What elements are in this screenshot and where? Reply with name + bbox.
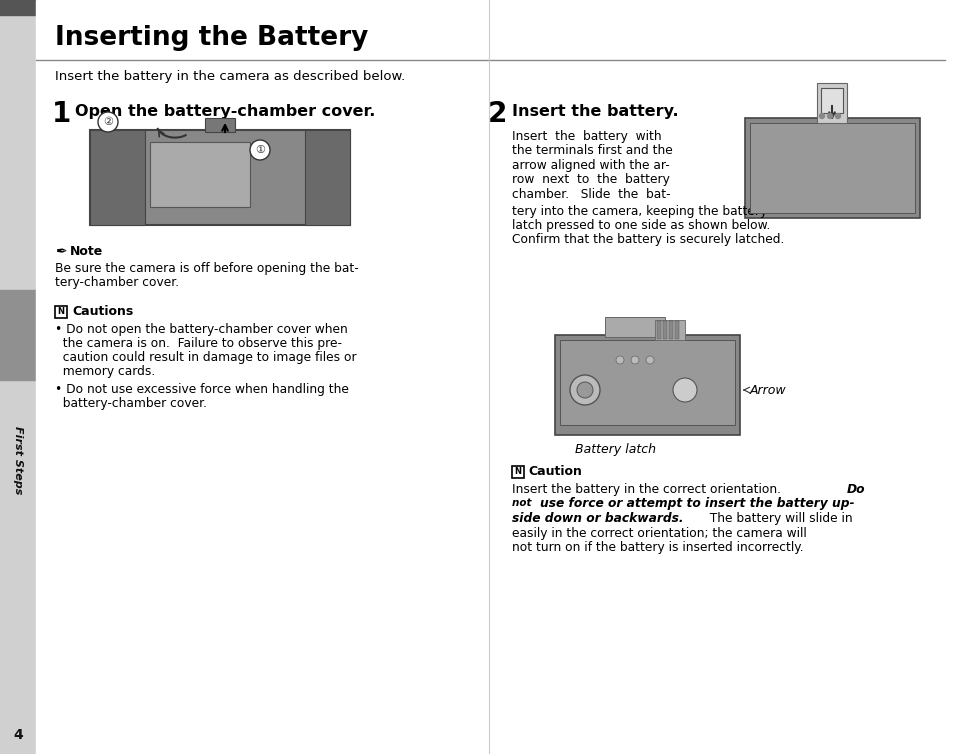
Bar <box>90 130 145 225</box>
Circle shape <box>630 356 639 364</box>
Bar <box>675 321 679 339</box>
Text: tery-chamber cover.: tery-chamber cover. <box>55 276 179 289</box>
Bar <box>559 340 734 425</box>
Bar <box>55 306 67 318</box>
Bar <box>657 321 660 339</box>
Bar <box>604 317 664 337</box>
Bar <box>0 0 36 15</box>
Bar <box>821 88 842 113</box>
Text: Battery latch: Battery latch <box>575 443 656 456</box>
Text: First Steps: First Steps <box>13 426 23 494</box>
Text: • Do not use excessive force when handling the: • Do not use excessive force when handli… <box>55 383 349 396</box>
Text: Be sure the camera is off before opening the bat-: Be sure the camera is off before opening… <box>55 262 358 275</box>
Text: arrow aligned with the ar-: arrow aligned with the ar- <box>512 159 669 172</box>
Bar <box>150 142 250 207</box>
Text: 4: 4 <box>13 728 23 742</box>
Circle shape <box>577 382 593 398</box>
Text: Do: Do <box>846 483 864 496</box>
Text: use force or attempt to insert the battery up-: use force or attempt to insert the batte… <box>539 498 854 510</box>
Text: not turn on if the battery is inserted incorrectly.: not turn on if the battery is inserted i… <box>512 541 802 554</box>
Text: ②: ② <box>103 117 112 127</box>
Text: the terminals first and the: the terminals first and the <box>512 145 672 158</box>
Text: side down or backwards.: side down or backwards. <box>512 512 682 525</box>
Circle shape <box>569 375 599 405</box>
Text: battery-chamber cover.: battery-chamber cover. <box>55 397 207 410</box>
Circle shape <box>616 356 623 364</box>
Circle shape <box>835 114 840 118</box>
Text: Cautions: Cautions <box>71 305 133 318</box>
Circle shape <box>819 114 823 118</box>
Bar <box>555 335 740 435</box>
Circle shape <box>250 140 270 160</box>
Text: ✒: ✒ <box>55 245 67 259</box>
Text: Open the battery-chamber cover.: Open the battery-chamber cover. <box>75 104 375 119</box>
Bar <box>744 118 919 218</box>
Circle shape <box>98 112 118 132</box>
Bar <box>0 290 36 380</box>
Text: caution could result in damage to image files or: caution could result in damage to image … <box>55 351 356 364</box>
Circle shape <box>672 378 697 402</box>
Text: 1: 1 <box>52 100 71 128</box>
Text: Insert  the  battery  with: Insert the battery with <box>512 130 661 143</box>
Text: Insert the battery in the camera as described below.: Insert the battery in the camera as desc… <box>55 70 405 83</box>
Bar <box>90 130 350 225</box>
Bar <box>655 320 684 340</box>
Text: the camera is on.  Failure to observe this pre-: the camera is on. Failure to observe thi… <box>55 337 341 350</box>
Bar <box>668 321 672 339</box>
Text: N: N <box>514 467 521 477</box>
Text: tery into the camera, keeping the battery: tery into the camera, keeping the batter… <box>512 204 766 217</box>
Text: The battery will slide in: The battery will slide in <box>701 512 852 525</box>
Text: row  next  to  the  battery: row next to the battery <box>512 173 669 186</box>
Bar <box>0 0 36 754</box>
Text: memory cards.: memory cards. <box>55 365 155 378</box>
Text: not: not <box>512 498 535 507</box>
Text: easily in the correct orientation; the camera will: easily in the correct orientation; the c… <box>512 526 806 540</box>
Text: Arrow: Arrow <box>749 384 786 397</box>
Text: ①: ① <box>254 145 265 155</box>
Bar <box>305 130 350 225</box>
Text: Insert the battery.: Insert the battery. <box>512 104 678 119</box>
Bar <box>749 123 914 213</box>
Text: latch pressed to one side as shown below.: latch pressed to one side as shown below… <box>512 219 770 232</box>
Text: 2: 2 <box>488 100 507 128</box>
Text: N: N <box>57 308 65 317</box>
Bar <box>205 118 234 132</box>
Text: Confirm that the battery is securely latched.: Confirm that the battery is securely lat… <box>512 234 783 247</box>
Circle shape <box>826 114 832 118</box>
Bar <box>512 466 523 478</box>
Text: Inserting the Battery: Inserting the Battery <box>55 25 368 51</box>
Text: chamber.   Slide  the  bat-: chamber. Slide the bat- <box>512 188 670 201</box>
Text: Note: Note <box>70 245 103 258</box>
Text: Caution: Caution <box>527 465 581 478</box>
Bar <box>662 321 666 339</box>
Text: Insert the battery in the correct orientation.: Insert the battery in the correct orient… <box>512 483 788 496</box>
Bar <box>816 83 846 123</box>
Text: • Do not open the battery-chamber cover when: • Do not open the battery-chamber cover … <box>55 323 348 336</box>
Circle shape <box>645 356 654 364</box>
